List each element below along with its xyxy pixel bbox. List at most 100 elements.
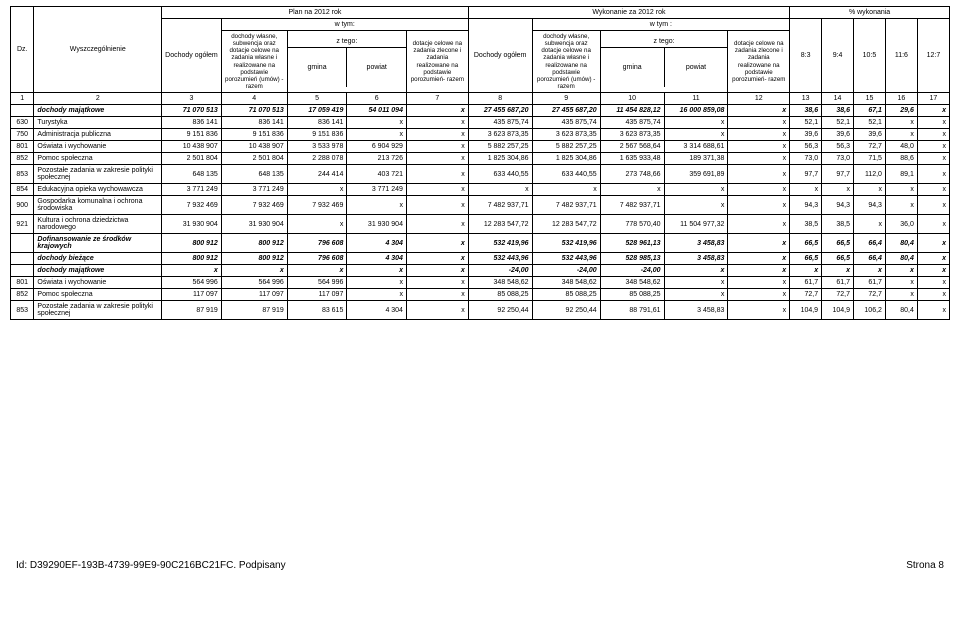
col-num: 5 — [287, 93, 347, 105]
cell-value: 3 458,83 — [664, 234, 728, 253]
cell-value: x — [885, 129, 917, 141]
hdr-ztego1: z tego: gmina powiat — [287, 31, 406, 93]
cell-value: 39,6 — [790, 129, 822, 141]
cell-value: 73,0 — [790, 153, 822, 165]
cell-value: 1 825 304,86 — [532, 153, 600, 165]
cell-value: x — [790, 265, 822, 277]
cell-value: x — [917, 265, 949, 277]
cell-value: 11 504 977,32 — [664, 215, 728, 234]
cell-value: x — [600, 184, 664, 196]
hdr-doch-og1: Dochody ogółem — [162, 19, 222, 93]
cell-value: x — [917, 105, 949, 117]
cell-value: -24,00 — [600, 265, 664, 277]
footer-id: Id: D39290EF-193B-4739-99E9-90C216BC21FC… — [16, 560, 286, 571]
cell-value: 213 726 — [347, 153, 407, 165]
cell-value: 3 771 249 — [347, 184, 407, 196]
cell-value: 9 151 836 — [221, 129, 287, 141]
cell-value: 836 141 — [162, 117, 222, 129]
cell-dz — [11, 265, 34, 277]
cell-value: 72,7 — [790, 289, 822, 301]
cell-value: 2 501 804 — [221, 153, 287, 165]
table-row: dochody bieżące800 912800 912796 6084 30… — [11, 253, 950, 265]
cell-value: x — [728, 215, 790, 234]
cell-value: 88,6 — [885, 153, 917, 165]
cell-value: 61,7 — [822, 277, 854, 289]
cell-value: x — [532, 184, 600, 196]
cell-value: x — [664, 129, 728, 141]
cell-dz: 921 — [11, 215, 34, 234]
cell-value: 52,1 — [854, 117, 886, 129]
cell-value: x — [347, 265, 407, 277]
cell-dz: 852 — [11, 289, 34, 301]
cell-value: 435 875,74 — [600, 117, 664, 129]
cell-value: 31 930 904 — [347, 215, 407, 234]
cell-value: 67,1 — [854, 105, 886, 117]
cell-value: x — [728, 141, 790, 153]
cell-dz: 801 — [11, 277, 34, 289]
cell-value: x — [917, 117, 949, 129]
hdr-127: 12:7 — [917, 19, 949, 93]
hdr-dotacje2: dotacje celowe na zadania zlecone i zada… — [728, 31, 790, 93]
cell-value: 106,2 — [854, 301, 886, 320]
cell-value: x — [917, 129, 949, 141]
cell-value: 564 996 — [221, 277, 287, 289]
cell-value: 71,5 — [854, 153, 886, 165]
cell-value: 403 721 — [347, 165, 407, 184]
cell-value: x — [885, 289, 917, 301]
cell-value: x — [287, 184, 347, 196]
cell-value: x — [728, 165, 790, 184]
table-row: 750Administracja publiczna9 151 8369 151… — [11, 129, 950, 141]
col-num: 8 — [468, 93, 532, 105]
table-body: 1234567891011121314151617dochody majątko… — [11, 93, 950, 320]
cell-value: 97,7 — [790, 165, 822, 184]
cell-value: x — [728, 289, 790, 301]
cell-value: 36,0 — [885, 215, 917, 234]
cell-value: x — [406, 234, 468, 253]
cell-value: 87 919 — [162, 301, 222, 320]
hdr-wlasne1: dochody własne, subwencja oraz dotacje c… — [221, 31, 287, 93]
cell-value: x — [885, 277, 917, 289]
cell-value: 97,7 — [822, 165, 854, 184]
cell-value: x — [728, 277, 790, 289]
cell-value: 6 904 929 — [347, 141, 407, 153]
cell-name: dochody majątkowe — [34, 105, 162, 117]
cell-value: 85 088,25 — [468, 289, 532, 301]
cell-value: x — [854, 215, 886, 234]
cell-value: 348 548,62 — [468, 277, 532, 289]
cell-value: x — [406, 289, 468, 301]
cell-value: 564 996 — [287, 277, 347, 289]
cell-value: 2 501 804 — [162, 153, 222, 165]
cell-value: 38,6 — [790, 105, 822, 117]
cell-dz — [11, 253, 34, 265]
cell-value: 72,7 — [854, 141, 886, 153]
col-num: 3 — [162, 93, 222, 105]
hdr-ztego2: z tego: gmina powiat — [600, 31, 728, 93]
cell-value: 244 414 — [287, 165, 347, 184]
cell-value: x — [885, 184, 917, 196]
cell-value: 4 304 — [347, 234, 407, 253]
cell-value: 3 623 873,35 — [468, 129, 532, 141]
cell-dz: 852 — [11, 153, 34, 165]
cell-value: 4 304 — [347, 301, 407, 320]
cell-value: 117 097 — [162, 289, 222, 301]
cell-value: 7 482 937,71 — [468, 196, 532, 215]
cell-name: Kultura i ochrona dziedzictwa narodowego — [34, 215, 162, 234]
cell-value: x — [406, 153, 468, 165]
cell-value: 359 691,89 — [664, 165, 728, 184]
cell-value: x — [406, 141, 468, 153]
cell-value: x — [664, 184, 728, 196]
cell-dz: 853 — [11, 301, 34, 320]
cell-value: 73,0 — [822, 153, 854, 165]
cell-value: 48,0 — [885, 141, 917, 153]
cell-value: 85 088,25 — [532, 289, 600, 301]
cell-value: x — [347, 196, 407, 215]
cell-value: 532 443,96 — [532, 253, 600, 265]
cell-name: Gospodarka komunalna i ochrona środowisk… — [34, 196, 162, 215]
cell-value: x — [406, 165, 468, 184]
cell-value: x — [728, 253, 790, 265]
cell-value: x — [406, 117, 468, 129]
cell-value: 348 548,62 — [600, 277, 664, 289]
cell-name: dochody majątkowe — [34, 265, 162, 277]
cell-value: x — [664, 277, 728, 289]
cell-value: x — [406, 105, 468, 117]
